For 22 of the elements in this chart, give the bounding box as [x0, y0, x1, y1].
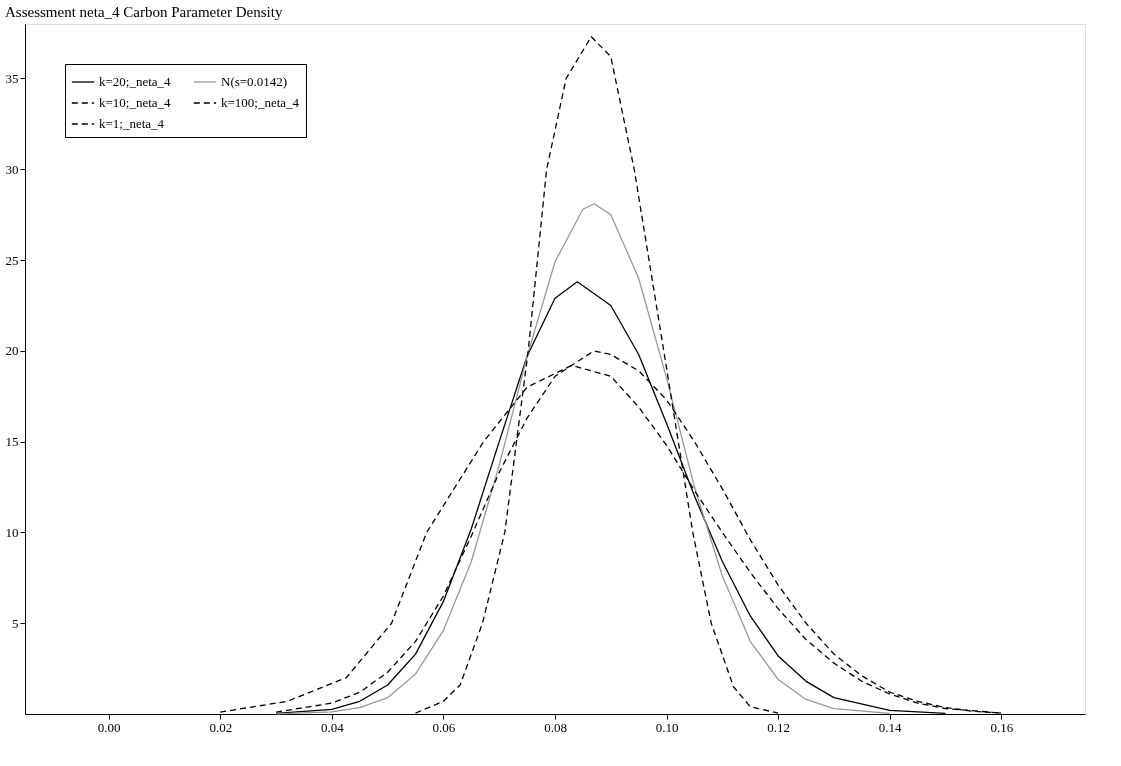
y-tick-label: 25: [5, 252, 19, 268]
legend-label: k=20;_neta_4: [99, 74, 172, 89]
legend-label: k=100;_neta_4: [221, 95, 300, 110]
y-tick-label: 35: [5, 70, 19, 86]
x-tick-label: 0.02: [209, 719, 233, 735]
y-tick-label: 5: [12, 615, 19, 631]
chart-title: Assessment neta_4 Carbon Parameter Density: [5, 4, 283, 20]
y-tick-label: 20: [5, 343, 19, 359]
legend-label: k=1;_neta_4: [99, 116, 165, 131]
x-tick-label: 0.04: [320, 719, 345, 735]
legend-label: N(s=0.0142): [221, 74, 288, 89]
legend-label: k=10;_neta_4: [99, 95, 172, 110]
x-tick-label: 0.08: [544, 719, 567, 735]
x-tick-label: 0.06: [432, 719, 456, 735]
x-tick-label: 0.00: [97, 719, 121, 735]
x-tick-label: 0.14: [878, 719, 903, 735]
y-tick-label: 30: [5, 161, 19, 177]
x-tick-label: 0.12: [767, 719, 791, 735]
x-tick-label: 0.10: [655, 719, 679, 735]
y-tick-label: 15: [5, 434, 19, 450]
y-tick-label: 10: [5, 524, 19, 540]
x-tick-label: 0.16: [990, 719, 1014, 735]
